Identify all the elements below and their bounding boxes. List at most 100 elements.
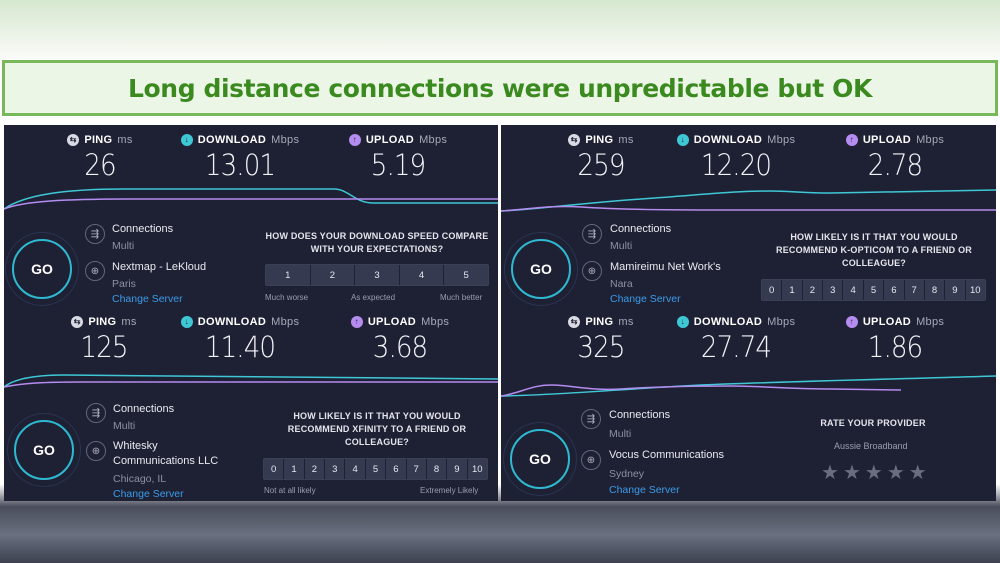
rating-option[interactable]: 9 (447, 459, 468, 479)
provider-name: Aussie Broadband (834, 441, 908, 451)
rating-option[interactable]: 10 (965, 280, 985, 300)
ping-unit: ms (618, 134, 634, 146)
upload-icon: ↑ (350, 316, 363, 328)
ping-metric: ⇆ PING ms 259 (521, 134, 681, 182)
connections-mode: Multi (112, 240, 135, 252)
upload-metric: ↑ UPLOAD Mbps 3.68 (320, 316, 480, 364)
upload-label: UPLOAD (365, 134, 415, 146)
rating-option[interactable]: 4 (399, 265, 445, 285)
ping-label: PING (585, 134, 614, 146)
go-button[interactable]: GO (14, 420, 74, 480)
rating-option[interactable]: 2 (310, 265, 356, 285)
rating-option[interactable]: 3 (325, 459, 346, 479)
rating-option[interactable]: 3 (823, 280, 844, 300)
change-server-link[interactable]: Change Server (609, 484, 680, 496)
ping-metric: ⇆ PING ms 26 (20, 134, 180, 182)
rating-option[interactable]: 1 (266, 265, 311, 285)
rating-option[interactable]: 9 (945, 280, 966, 300)
connections-icon: ⇶ (581, 409, 601, 429)
upload-label: UPLOAD (862, 134, 912, 146)
download-value: 11.40 (204, 330, 276, 364)
upload-label: UPLOAD (367, 316, 417, 328)
upload-unit: Mbps (421, 316, 450, 328)
rating-option[interactable]: 5 (365, 459, 387, 479)
ping-unit: ms (618, 316, 634, 328)
download-icon: ↓ (676, 316, 689, 328)
rating-option[interactable]: 3 (355, 265, 400, 285)
upload-value: 3.68 (372, 330, 428, 364)
rating-option[interactable]: 8 (426, 459, 448, 479)
star-icon[interactable]: ★ (821, 462, 839, 484)
upload-unit: Mbps (916, 316, 945, 328)
server-location: Sydney (609, 468, 645, 480)
upload-icon: ↑ (845, 316, 858, 328)
rating-option[interactable]: 4 (345, 459, 366, 479)
rating-option[interactable]: 10 (467, 459, 487, 479)
ping-value: 125 (80, 330, 128, 364)
globe-icon: ⊕ (581, 450, 601, 470)
download-unit: Mbps (271, 134, 300, 146)
download-label: DOWNLOAD (197, 316, 267, 328)
rating-option[interactable]: 7 (904, 280, 925, 300)
ping-unit: ms (121, 316, 137, 328)
rating-option[interactable]: 4 (843, 280, 864, 300)
star-rating: ★ ★ ★ ★ ★ (821, 463, 927, 483)
scale-label-right: Extremely Likely (420, 486, 479, 495)
download-icon: ↓ (180, 134, 193, 146)
download-metric: ↓ DOWNLOAD Mbps 13.01 (160, 134, 320, 182)
scale-label-mid: As expected (351, 293, 396, 302)
rating-option[interactable]: 0 (264, 459, 285, 479)
server-name-continued: Communications LLC (113, 455, 219, 467)
ping-metric: ⇆ PING ms 325 (521, 316, 681, 364)
server-name: Nextmap - LeKloud (112, 261, 207, 273)
rating-option[interactable]: 7 (406, 459, 427, 479)
ping-label: PING (88, 316, 117, 328)
download-label: DOWNLOAD (197, 134, 267, 146)
connections-mode: Multi (610, 240, 633, 252)
server-location: Nara (610, 278, 633, 290)
scale-label-left: Not at all likely (264, 486, 316, 495)
go-button[interactable]: GO (510, 429, 570, 489)
rating-option[interactable]: 2 (802, 280, 824, 300)
ping-icon: ⇆ (568, 316, 581, 328)
headline-title: Long distance connections were unpredict… (127, 73, 872, 103)
connections-icon: ⇶ (582, 224, 602, 244)
ping-unit: ms (117, 134, 133, 146)
ping-icon: ⇆ (71, 316, 84, 328)
rating-option[interactable]: 6 (386, 459, 407, 479)
go-button[interactable]: GO (12, 239, 72, 299)
rating-option[interactable]: 5 (444, 265, 488, 285)
rating-option[interactable]: 5 (863, 280, 885, 300)
upload-unit: Mbps (916, 134, 945, 146)
upload-value: 5.19 (370, 148, 426, 182)
speedtest-panel-paris: ⇆ PING ms 26 ↓ DOWNLOAD Mbps 13.01 ↑ UPLOAD Mb… (4, 125, 498, 307)
download-value: 27.74 (700, 330, 772, 364)
connections-label: Connections (112, 223, 174, 235)
upload-value: 1.86 (867, 330, 923, 364)
star-icon[interactable]: ★ (864, 462, 883, 484)
rating-option[interactable]: 6 (884, 280, 905, 300)
download-value: 12.20 (700, 148, 772, 182)
rating-option[interactable]: 0 (762, 280, 783, 300)
connections-label: Connections (113, 403, 175, 415)
survey-question: RATE YOUR PROVIDER (820, 418, 926, 428)
change-server-link[interactable]: Change Server (610, 293, 681, 305)
download-icon: ↓ (180, 316, 193, 328)
upload-unit: Mbps (419, 134, 448, 146)
change-server-link[interactable]: Change Server (112, 293, 183, 305)
star-icon[interactable]: ★ (886, 462, 905, 484)
upload-icon: ↑ (348, 134, 361, 146)
rating-option[interactable]: 1 (782, 280, 803, 300)
go-button[interactable]: GO (511, 239, 571, 299)
rating-option[interactable]: 2 (304, 459, 326, 479)
speed-graph (501, 189, 996, 212)
star-icon[interactable]: ★ (908, 462, 927, 484)
speed-graph (4, 374, 498, 388)
star-icon[interactable]: ★ (842, 462, 861, 484)
connections-mode: Multi (113, 420, 136, 432)
change-server-link[interactable]: Change Server (113, 488, 184, 500)
rating-option[interactable]: 8 (924, 280, 946, 300)
rating-option[interactable]: 1 (284, 459, 305, 479)
globe-icon: ⊕ (86, 441, 106, 461)
ping-icon: ⇆ (568, 134, 581, 146)
